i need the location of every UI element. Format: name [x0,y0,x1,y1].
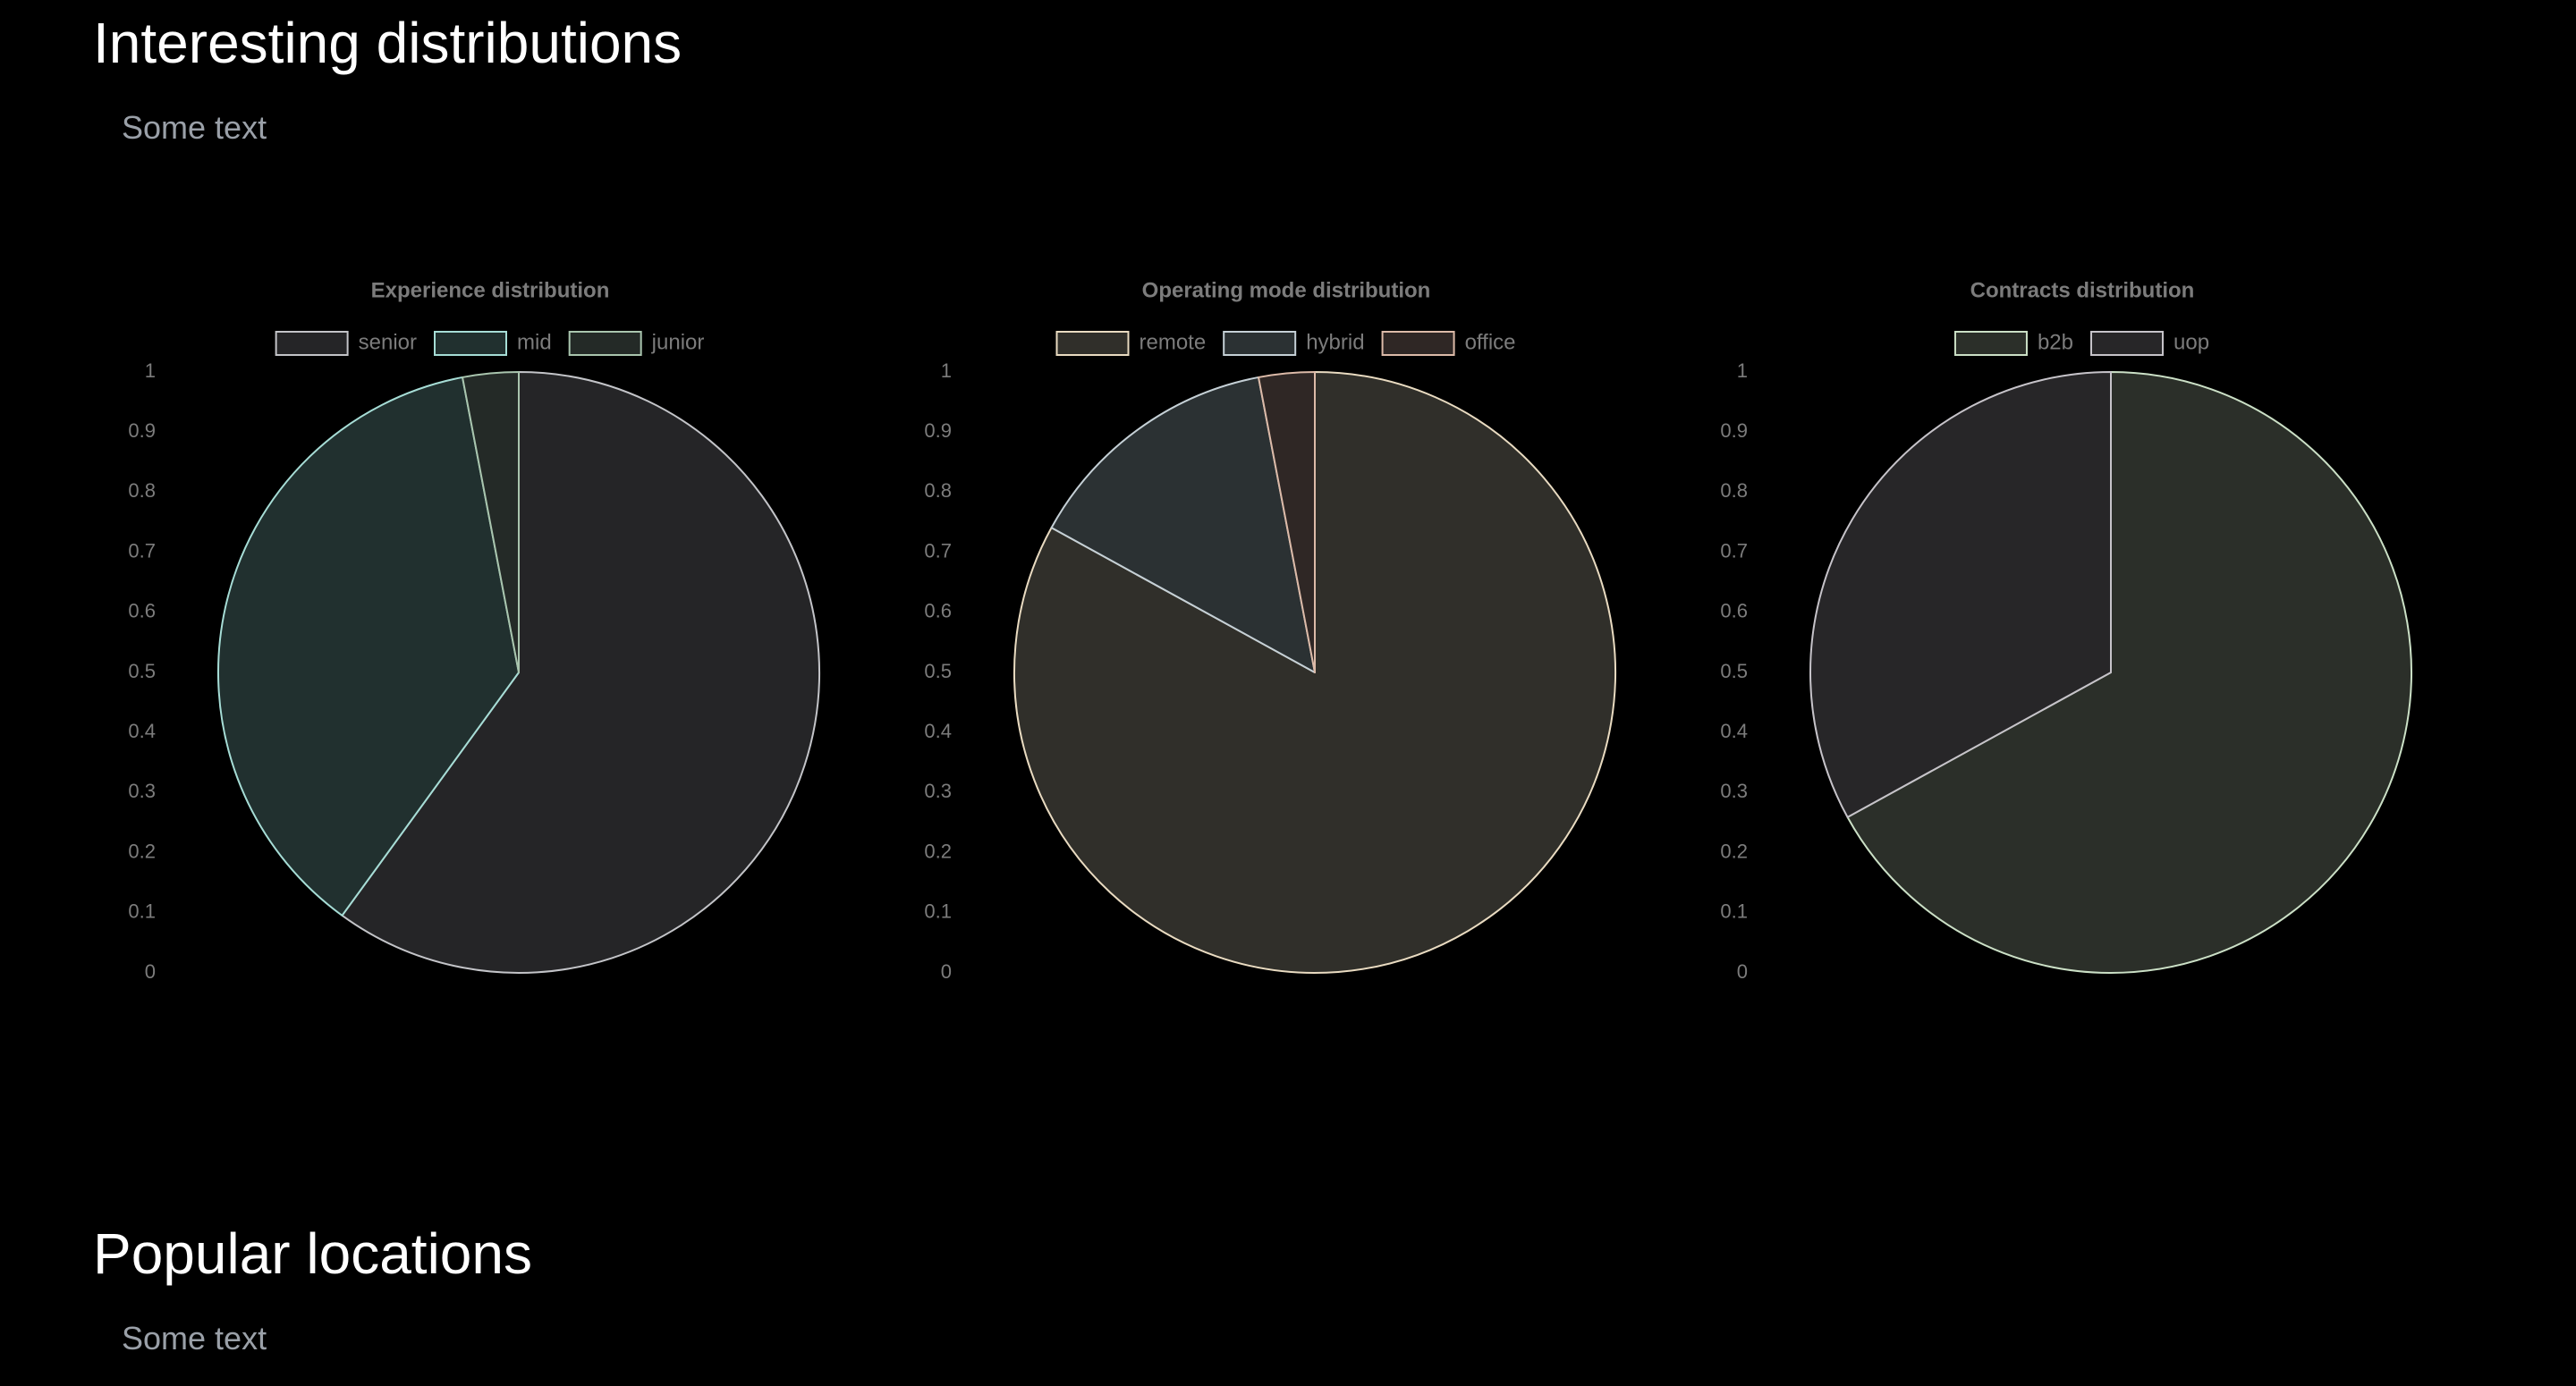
pie-chart-3: Contracts distribution b2b uop 1 0.9 0.8 0.7 0.… [1720,278,2412,983]
y-tick-label: 0.4 [128,720,156,742]
section-text-distributions: Some text [122,109,267,146]
y-tick-label: 0.6 [1720,600,1748,622]
y-tick-label: 0.7 [924,539,952,562]
pie-slice-hybrid[interactable] [1050,376,1316,673]
y-tick-label: 0.4 [924,720,952,742]
y-tick-label: 0.6 [128,600,156,622]
legend-swatch-junior[interactable] [568,331,642,356]
legend-label-senior: senior [359,330,417,354]
legend-label-office: office [1465,330,1516,354]
y-tick-label: 0.1 [1720,900,1748,923]
legend-label-hybrid: hybrid [1306,330,1364,354]
y-tick-label: 0.9 [1720,419,1748,442]
legend-swatch-senior[interactable] [275,331,349,356]
y-tick-label: 1 [941,359,952,382]
y-tick-label: 0.2 [1720,840,1748,862]
legend-label-uop: uop [2174,330,2209,354]
y-tick-label: 0.6 [924,600,952,622]
y-tick-label: 0.8 [1720,479,1748,502]
y-tick-label: 0.4 [1720,720,1748,742]
y-tick-label: 0.3 [1720,780,1748,802]
legend-label-b2b: b2b [2038,330,2073,354]
pie-slice-remote[interactable] [1013,371,1616,974]
y-tick-label: 0.2 [128,840,156,862]
y-tick-label: 0.7 [1720,539,1748,562]
legend-swatch-mid[interactable] [434,331,507,356]
pie-chart-1: Experience distribution senior mid junior 1 0… [128,278,820,983]
pie-slice-mid[interactable] [216,376,520,917]
y-tick-label: 1 [1737,359,1748,382]
section-title-locations: Popular locations [93,1221,532,1286]
chart-title: Operating mode distribution [1142,278,1431,302]
y-tick-label: 0 [1737,960,1748,983]
section-title-distributions: Interesting distributions [93,11,682,75]
legend-swatch-hybrid[interactable] [1223,331,1297,356]
chart-title: Contracts distribution [1970,278,2195,302]
y-tick-label: 0.3 [128,780,156,802]
y-tick-label: 0 [941,960,952,983]
pie-chart-2: Operating mode distribution remote hybrid o… [924,278,1616,983]
legend-label-remote: remote [1139,330,1206,354]
y-tick-label: 0.5 [1720,660,1748,682]
y-tick-label: 0 [145,960,156,983]
legend-swatch-remote[interactable] [1055,331,1130,356]
y-tick-label: 0.8 [128,479,156,502]
legend-swatch-uop[interactable] [2090,331,2164,356]
pie-slice-uop[interactable] [1809,371,2112,818]
legend-swatch-office[interactable] [1381,331,1455,356]
y-tick-label: 0.1 [924,900,952,923]
pie-slice-office[interactable] [1258,371,1316,673]
legend-label-junior: junior [651,330,705,354]
y-tick-label: 0.5 [128,660,156,682]
chart-title: Experience distribution [371,278,610,302]
y-tick-label: 0.7 [128,539,156,562]
y-tick-label: 0.8 [924,479,952,502]
pie-slice-junior[interactable] [462,371,520,673]
y-tick-label: 0.9 [128,419,156,442]
y-tick-label: 1 [145,359,156,382]
legend-swatch-b2b[interactable] [1953,331,2028,356]
y-tick-label: 0.3 [924,780,952,802]
y-tick-label: 0.2 [924,840,952,862]
y-tick-label: 0.5 [924,660,952,682]
legend-label-mid: mid [517,330,552,354]
y-tick-label: 0.1 [128,900,156,923]
y-tick-label: 0.9 [924,419,952,442]
pie-slice-b2b[interactable] [1846,371,2412,974]
pie-slice-senior[interactable] [341,371,820,974]
section-text-locations: Some text [122,1320,267,1356]
